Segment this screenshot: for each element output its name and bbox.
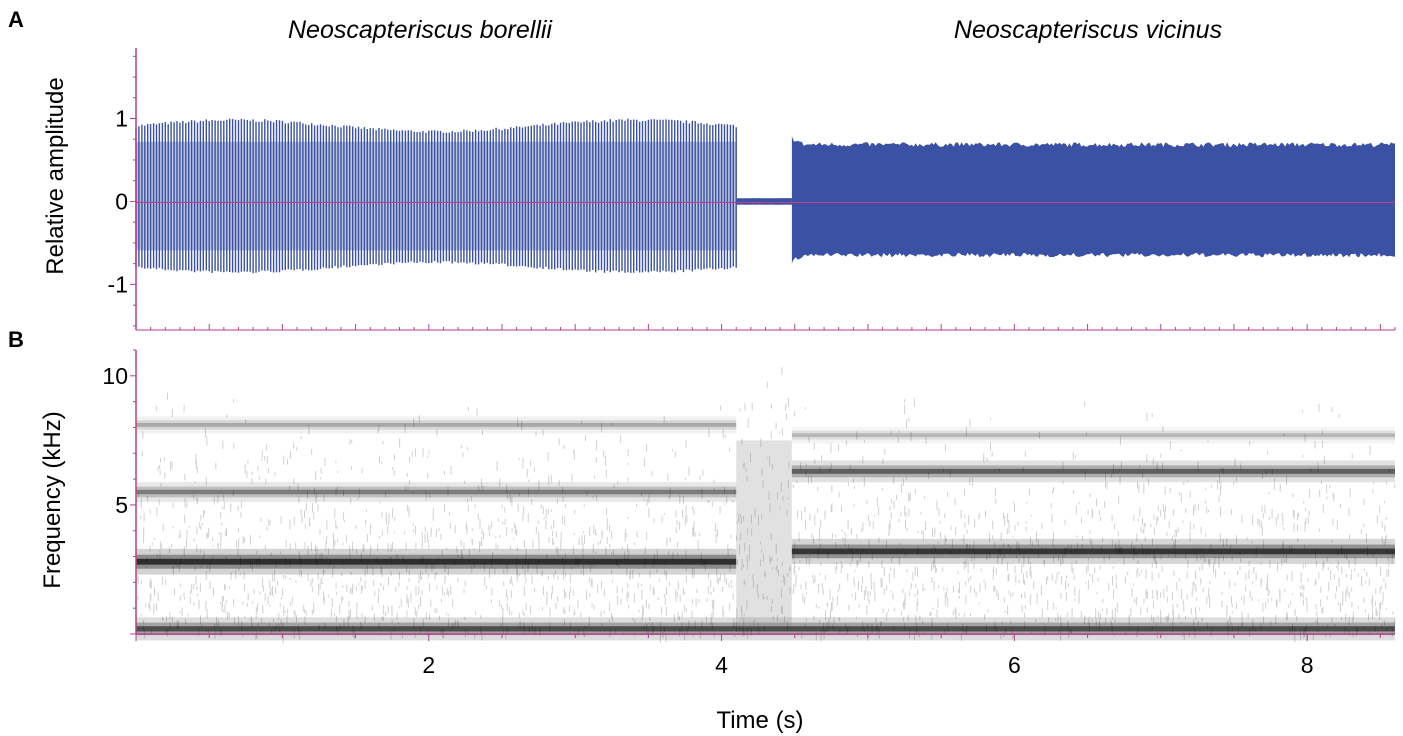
spectrogram-band-2-layer-1 (136, 420, 737, 430)
panel-a-waveform: A Neoscapteriscus borellii Neoscapterisc… (8, 7, 1396, 331)
amplitude-tick-label: 0 (115, 188, 128, 214)
frequency-axis-title: Frequency (kHz) (39, 411, 66, 588)
amplitude-tick-label: 1 (115, 106, 128, 132)
time-tick-label: 4 (715, 652, 728, 678)
spectrogram-band-3 (791, 538, 1395, 564)
spectrogram-band-0-layer-2 (136, 558, 737, 565)
species-label-vicinus: Neoscapteriscus vicinus (954, 16, 1222, 44)
spectrogram-area (135, 367, 1396, 644)
spectrogram-band-4 (791, 460, 1395, 483)
spectrogram-band-2-layer-2 (136, 422, 737, 427)
spectrogram-band-5-layer-1 (791, 430, 1395, 440)
frequency-tick-label: 10 (102, 363, 128, 389)
amplitude-tick-label: -1 (108, 271, 128, 297)
spectrogram-band-4-layer-0 (791, 460, 1395, 483)
panel-b-spectrogram: B Frequency (kHz) 5 10 2 4 6 8 Time (s) (8, 327, 1396, 734)
frequency-axis (130, 349, 1395, 641)
spectrogram-band-5-layer-2 (791, 433, 1395, 438)
time-tick-labels: 2 4 6 8 (422, 652, 1313, 678)
time-tick-label: 6 (1008, 652, 1021, 678)
time-axis-title: Time (s) (716, 707, 803, 734)
time-tick-label: 8 (1301, 652, 1314, 678)
spectrogram-band-6-layer-2 (136, 626, 1395, 632)
waveform-series-1 (736, 198, 792, 205)
amplitude-axis (130, 48, 1396, 331)
panel-a-letter: A (8, 7, 24, 32)
waveform-area (135, 118, 1395, 274)
spectrogram-band-1-layer-0 (136, 482, 737, 502)
spectrogram-band-0 (136, 548, 737, 575)
spectrogram-band-5 (791, 426, 1395, 444)
species-label-borellii: Neoscapteriscus borellii (288, 16, 553, 44)
frequency-tick-label: 5 (115, 492, 128, 518)
spectrogram-band-1 (136, 482, 737, 502)
waveform-series-2-envelope (791, 136, 1395, 264)
spectrogram-band-2 (136, 416, 737, 434)
spectrogram-gap-smear (736, 440, 792, 627)
spectrogram-band-4-layer-1 (791, 465, 1395, 478)
waveform-series-1-envelope (736, 198, 792, 205)
panel-b-letter: B (8, 327, 24, 352)
time-tick-label: 2 (422, 652, 435, 678)
spectrogram-band-1-layer-2 (136, 489, 737, 495)
amplitude-axis-title: Relative amplitude (42, 77, 69, 274)
waveform-series-0 (135, 118, 737, 274)
spectrogram-band-2-layer-0 (136, 416, 737, 434)
frequency-tick-labels: 5 10 (102, 363, 128, 518)
spectrogram-band-5-layer-0 (791, 426, 1395, 444)
waveform-series-2 (791, 136, 1395, 264)
amplitude-tick-labels: 1 0 -1 (108, 106, 128, 298)
spectrogram-band-4-layer-2 (791, 468, 1395, 474)
spectrogram-band-1-layer-1 (136, 486, 737, 498)
spectrogram-band-3-layer-2 (791, 548, 1395, 555)
